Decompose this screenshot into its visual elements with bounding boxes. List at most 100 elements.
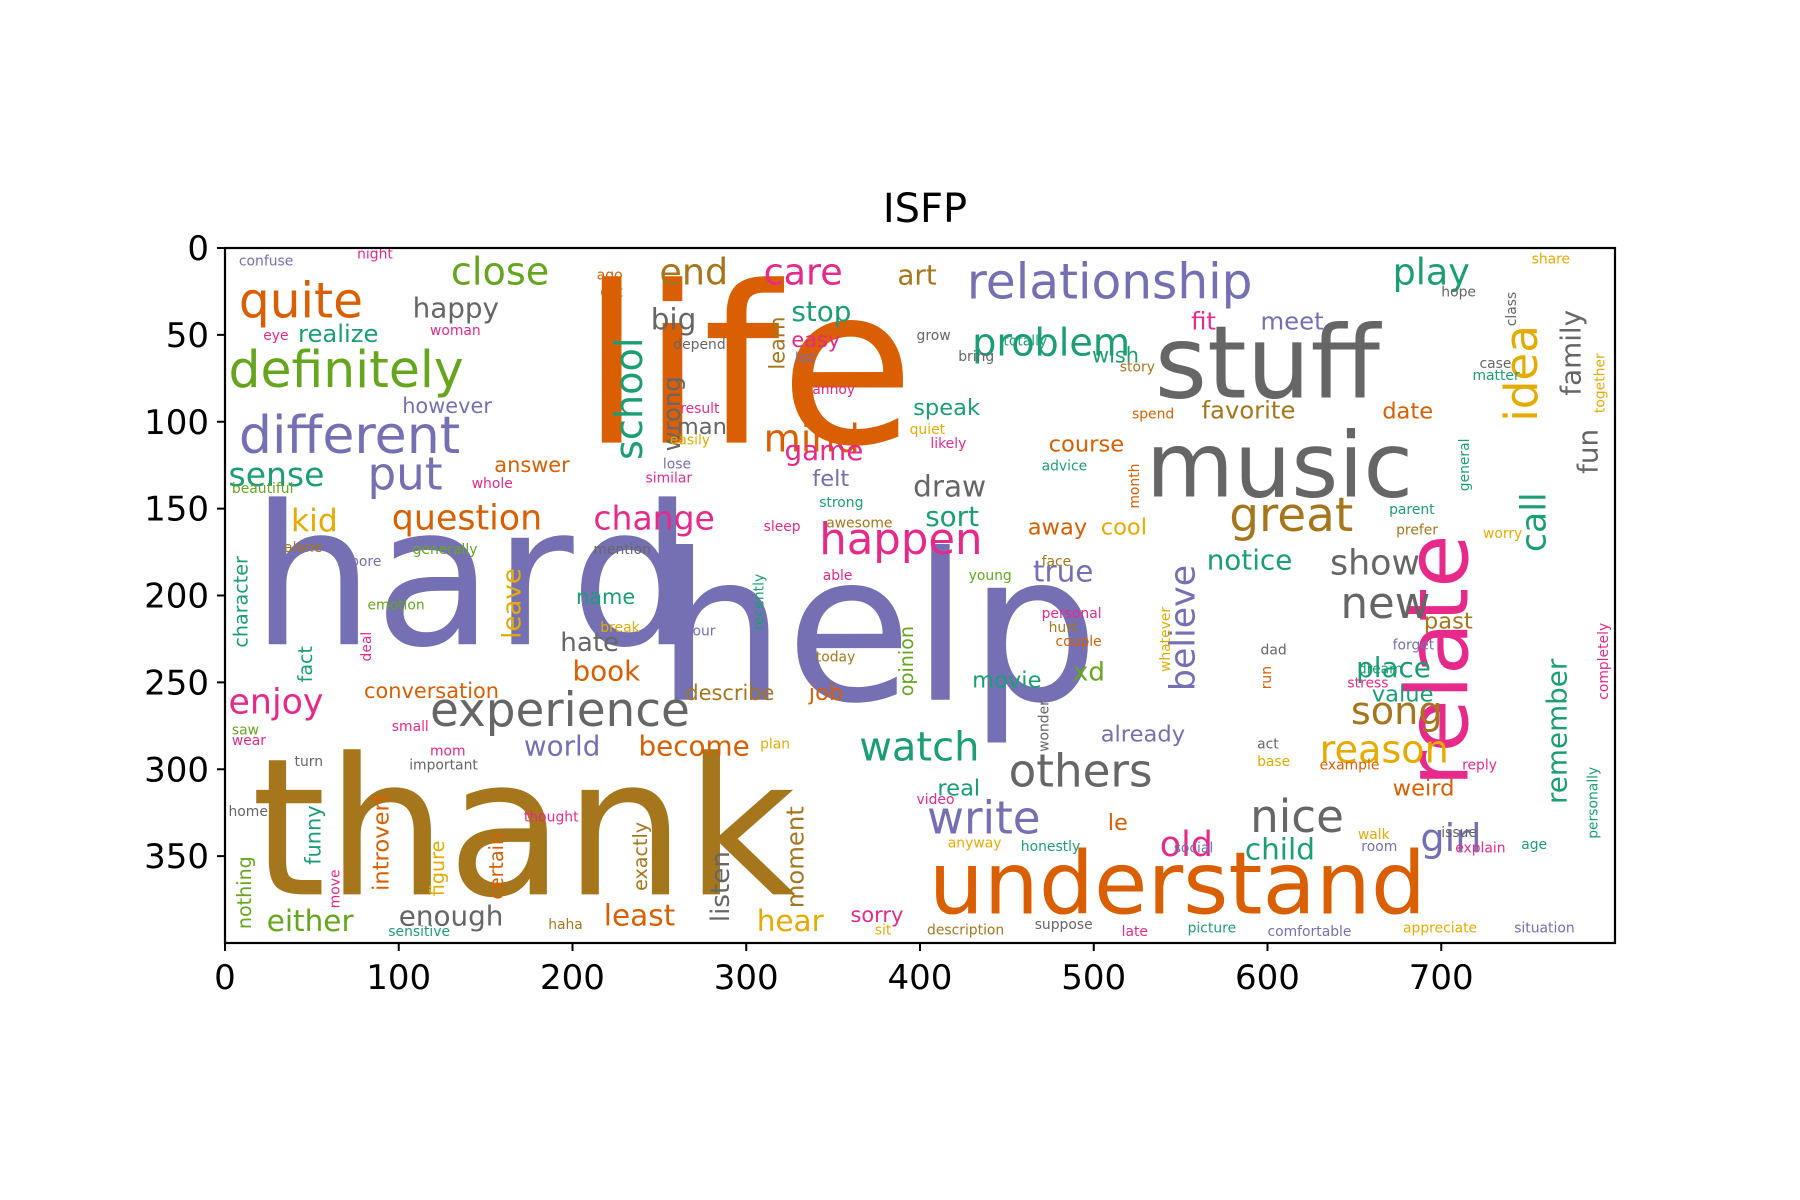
word-xd: xd <box>1073 658 1105 688</box>
word-watch: watch <box>859 725 979 771</box>
word-song: song <box>1351 690 1443 734</box>
word-life: life <box>581 240 914 495</box>
word-nothing: nothing <box>233 856 256 929</box>
word-child: child <box>1245 833 1315 867</box>
word-sit: sit <box>875 922 892 938</box>
x-tick-label: 600 <box>1235 958 1300 998</box>
word-eat: eat <box>600 285 623 301</box>
word-family: family <box>1554 310 1587 396</box>
word-understand: understand <box>929 834 1426 935</box>
word-wrong: wrong <box>657 376 686 451</box>
y-tick-label: 350 <box>144 837 209 877</box>
word-opinion: opinion <box>895 626 918 696</box>
word-leave: leave <box>497 568 527 639</box>
word-base: base <box>1257 754 1290 770</box>
word-game: game <box>785 434 864 467</box>
word-quiet: quiet <box>910 422 946 438</box>
word-certain: certain <box>485 833 508 900</box>
word-help: help <box>656 511 1099 749</box>
word-forget: forget <box>1393 637 1435 653</box>
word-become: become <box>639 729 750 762</box>
word-care: care <box>764 251 843 294</box>
word-room: room <box>1361 839 1397 855</box>
word-change: change <box>593 499 714 538</box>
y-tick-label: 150 <box>144 490 209 530</box>
word-put: put <box>368 448 443 501</box>
word-problem: problem <box>972 322 1130 366</box>
word-experience: experience <box>430 683 690 738</box>
word-woman: woman <box>430 323 481 339</box>
word-similar: similar <box>646 471 693 487</box>
word-name: name <box>576 585 635 609</box>
word-cool: cool <box>1101 515 1147 541</box>
word-appreciate: appreciate <box>1403 921 1477 937</box>
word-issue: issue <box>1441 825 1477 841</box>
word-weird: weird <box>1393 775 1455 801</box>
word-home: home <box>229 804 268 820</box>
word-awesome: awesome <box>826 516 892 532</box>
word-hope: hope <box>1441 285 1476 301</box>
word-draw: draw <box>913 470 986 504</box>
word-big: big <box>651 303 697 337</box>
word-enjoy: enjoy <box>229 683 324 723</box>
word-thought: thought <box>524 809 579 825</box>
word-run: run <box>1259 666 1275 689</box>
word-late: late <box>1122 924 1148 940</box>
word-video: video <box>917 792 955 808</box>
word-stress: stress <box>1347 676 1388 692</box>
word-le: le <box>1108 810 1128 836</box>
word-past: past <box>1424 609 1473 635</box>
word-nice: nice <box>1250 790 1344 843</box>
word-important: important <box>409 757 478 773</box>
word-personal: personal <box>1042 606 1102 622</box>
word-description: description <box>927 922 1004 938</box>
x-tick-label: 300 <box>714 958 779 998</box>
word-dad: dad <box>1261 643 1287 659</box>
word-world: world <box>524 729 601 762</box>
word-completely: completely <box>1596 623 1612 700</box>
word-favorite: favorite <box>1202 395 1296 424</box>
word-real: real <box>937 775 980 801</box>
word-bore: bore <box>350 554 381 570</box>
word-sensitive: sensitive <box>388 924 450 940</box>
word-introvert: introvert <box>368 793 394 891</box>
word-situation: situation <box>1514 921 1574 937</box>
word-dream: dream <box>1358 662 1403 678</box>
word-quite: quite <box>239 274 363 330</box>
word-example: example <box>1320 757 1380 773</box>
word-however: however <box>402 394 492 418</box>
word-movie: movie <box>972 668 1041 694</box>
word-annoy: annoy <box>812 382 855 398</box>
word-move: move <box>328 870 344 909</box>
word-age: age <box>1521 837 1547 853</box>
word-happen: happen <box>819 515 982 565</box>
word-turn: turn <box>295 754 324 770</box>
word-date: date <box>1382 398 1433 424</box>
word-thank: thank <box>251 718 796 940</box>
word-hear: hear <box>757 904 825 938</box>
word-lose: lose <box>663 457 691 473</box>
word-alone: alone <box>284 540 322 556</box>
word-sleep: sleep <box>764 519 801 535</box>
word-able: able <box>823 568 853 584</box>
word-worry: worry <box>1483 526 1522 542</box>
word-show: show <box>1330 544 1420 584</box>
word-general: general <box>1457 439 1473 492</box>
word-speak: speak <box>913 395 981 421</box>
word-advice: advice <box>1042 458 1088 474</box>
word-relate: relate <box>1387 534 1488 786</box>
word-course: course <box>1049 431 1125 457</box>
word-comfortable: comfortable <box>1268 924 1352 940</box>
word-ago: ago <box>597 267 623 283</box>
word-hour: hour <box>684 624 716 640</box>
word-felt: felt <box>812 466 849 492</box>
word-case: case <box>1480 356 1512 372</box>
word-small: small <box>392 719 429 735</box>
word-man: man <box>677 414 727 440</box>
word-sense: sense <box>229 455 325 494</box>
word-together: together <box>1593 353 1609 413</box>
y-tick-label: 250 <box>144 663 209 703</box>
word-night: night <box>357 246 393 262</box>
word-enough: enough <box>399 900 504 933</box>
word-eye: eye <box>263 328 288 344</box>
